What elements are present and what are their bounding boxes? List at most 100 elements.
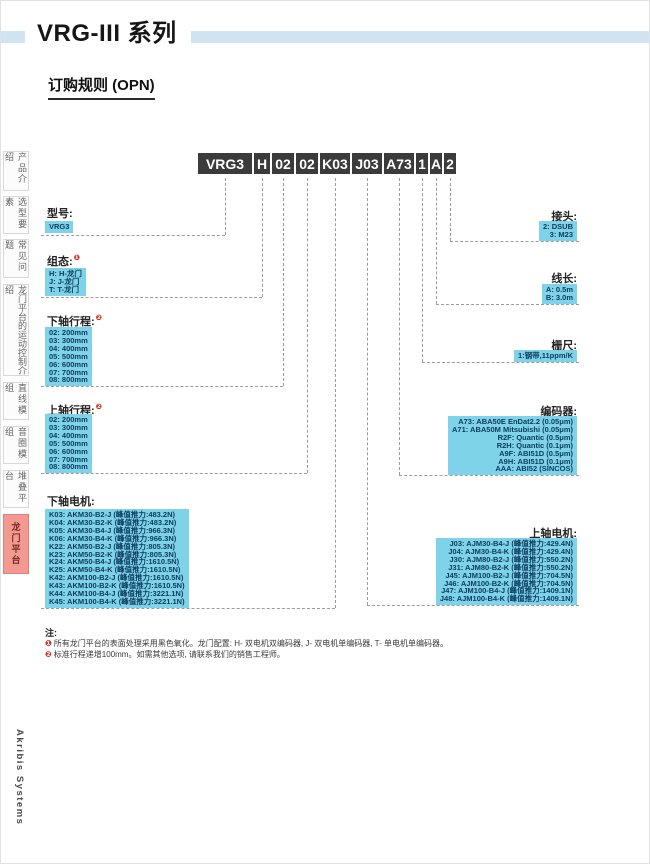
option-row: K03: AKM30-B2-J (峰值推力:483.2N) (49, 510, 175, 519)
group-title-text: 线长: (551, 273, 577, 285)
option-row: K23: AKM50-B2-K (峰值推力:805.3N) (49, 549, 177, 559)
page-title: VRG-III 系列 (25, 10, 191, 56)
note-marker: ❷ (95, 313, 103, 323)
option-row: J30: AJM80-B2-J (峰值推力:550.2N) (449, 554, 573, 564)
group-title-lower-stroke: 下轴行程:❷ (47, 313, 102, 329)
group-title-text: 下轴电机: (47, 496, 95, 508)
option-row: 02: 200mm (49, 415, 88, 424)
option-row: R2H: Quantic (0.1μm) (496, 440, 573, 450)
part-number-segment: A (430, 153, 442, 174)
note-text: 所有龙门平台的表面处理采用黑色氧化。龙门配置: H- 双电机双编码器, J- 双… (53, 639, 448, 648)
option-row: 08: 800mm (49, 375, 88, 385)
connector-line (41, 608, 335, 609)
connector-line (436, 304, 579, 305)
option-row: 08: 800mm (49, 462, 88, 472)
group-title-cable-length: 线长: (551, 270, 577, 286)
option-row: K04: AKM30-B2-K (峰值推力:483.2N) (49, 517, 177, 527)
option-row: 03: 300mm (49, 335, 88, 345)
note-marker: ❷ (45, 650, 52, 659)
connector-line (450, 241, 579, 242)
connector-line (422, 178, 423, 362)
connector-line (367, 178, 368, 605)
option-row: J: J-龙门 (49, 276, 80, 286)
sidebar-tab[interactable]: 常见问题 (3, 239, 29, 278)
notes-heading: 注: (45, 628, 57, 638)
connector-line (262, 178, 263, 297)
options-upper-stroke: 02: 200mm 03: 300mm 04: 400mm 05: 500mm 06: … (45, 414, 92, 474)
option-row: 07: 700mm (49, 367, 88, 377)
part-number-segment: A73 (384, 153, 414, 174)
option-row: 1:钢带,11ppm/K (517, 351, 573, 360)
connector-line (41, 297, 262, 298)
options-config: H: H-龙门 J: J-龙门 T: T-龙门 (45, 268, 86, 296)
group-title-text: 接头: (551, 211, 577, 223)
options-connector: 2: DSUB 3: M23 (538, 221, 577, 241)
connector-line (335, 178, 336, 608)
option-row: J46: AJM100-B2-K (峰值推力:704.5N) (444, 578, 573, 588)
note-item: ❷ 标准行程递增100mm。如需其他选项, 请联系我们的销售工程师。 (45, 649, 285, 660)
group-title-text: 下轴行程: (47, 316, 95, 328)
group-title-text: 栅尺: (551, 340, 577, 352)
group-title-lower-motor: 下轴电机: (47, 493, 96, 509)
option-row: K43: AKM100-B2-K (峰值推力:1610.5N) (49, 581, 185, 591)
part-number-segment: VRG3 (198, 153, 252, 174)
connector-line (399, 178, 400, 475)
group-title-text: 上轴电机: (529, 528, 577, 540)
note-marker: ❷ (95, 402, 103, 412)
part-number-segment: K03 (320, 153, 350, 174)
note-text: 标准行程递增100mm。如需其他选项, 请联系我们的销售工程师。 (53, 650, 285, 659)
option-row: K05: AKM30-B4-J (峰值推力:966.3N) (49, 525, 175, 535)
option-row: T: T-龙门 (49, 284, 79, 294)
options-cable-length: A: 0.5m B: 3.0m (541, 284, 577, 304)
options-lower-motor: K03: AKM30-B2-J (峰值推力:483.2N) K04: AKM30-… (45, 509, 189, 608)
group-title-scale: 栅尺: (551, 337, 577, 353)
connector-line (225, 178, 226, 235)
option-row: 05: 500mm (49, 438, 88, 448)
part-number-segment: 02 (272, 153, 294, 174)
option-row: K24: AKM50-B4-J (峰值推力:1610.5N) (49, 557, 180, 567)
option-row: K22: AKM50-B2-J (峰值推力:805.3N) (49, 541, 175, 551)
group-title-config: 组态:❶ (47, 253, 80, 269)
option-row: 02: 200mm (49, 328, 88, 337)
option-row: VRG3 (49, 222, 70, 231)
sidebar-tab[interactable]: 音圈模组 (3, 426, 29, 464)
connector-line (41, 386, 283, 387)
sidebar-tab[interactable]: 选型要素 (3, 196, 29, 234)
brand-vertical-text: Akribis Systems (14, 729, 25, 826)
part-number-segment: J03 (352, 153, 382, 174)
connector-line (41, 473, 307, 474)
option-row: K42: AKM100-B2-J (峰值推力:1610.5N) (49, 573, 184, 583)
option-row: J47: AJM100-B4-J (峰值推力:1409.1N) (441, 586, 573, 596)
connector-line (450, 178, 451, 241)
connector-line (41, 235, 225, 236)
sidebar-tab[interactable]: 直线模组 (3, 382, 29, 420)
option-row: A71: ABA50M Mitsubishi (0.05μm) (452, 424, 573, 434)
option-row: K44: AKM100-B4-J (峰值推力:3221.1N) (49, 589, 184, 599)
group-title-connector: 接头: (551, 208, 577, 224)
connector-line (283, 178, 284, 386)
part-number-segment: H (254, 153, 270, 174)
connector-line (307, 178, 308, 473)
option-row: H: H-龙门 (49, 269, 82, 278)
connector-line (399, 475, 579, 476)
option-row: 03: 300mm (49, 422, 88, 432)
option-row: 06: 600mm (49, 359, 88, 369)
group-title-text: 编码器: (540, 406, 577, 418)
option-row: 06: 600mm (49, 446, 88, 456)
group-title-model: 型号: (47, 205, 74, 221)
note-marker: ❶ (73, 253, 81, 263)
group-title-upper-motor: 上轴电机: (529, 525, 577, 541)
sidebar-tab[interactable]: 龙门平台 (3, 514, 29, 574)
option-row: J48: AJM100-B4-K (峰值推力:1409.1N) (439, 594, 573, 604)
option-row: J31: AJM80-B2-K (峰值推力:550.2N) (448, 562, 573, 572)
part-number-segment: 2 (444, 153, 456, 174)
sidebar-tab[interactable]: 龙门平台的运动控制介绍 (3, 284, 29, 376)
option-row: A73: ABA50E EnDat2.2 (0.05μm) (458, 417, 573, 426)
part-number-segment: 1 (416, 153, 428, 174)
option-row: 07: 700mm (49, 454, 88, 464)
connector-line (422, 362, 579, 363)
sidebar-tab[interactable]: 堆叠平台 (3, 470, 29, 508)
options-scale: 1:钢带,11ppm/K (513, 350, 577, 362)
sidebar-tab[interactable]: 产品介绍 (3, 151, 29, 191)
